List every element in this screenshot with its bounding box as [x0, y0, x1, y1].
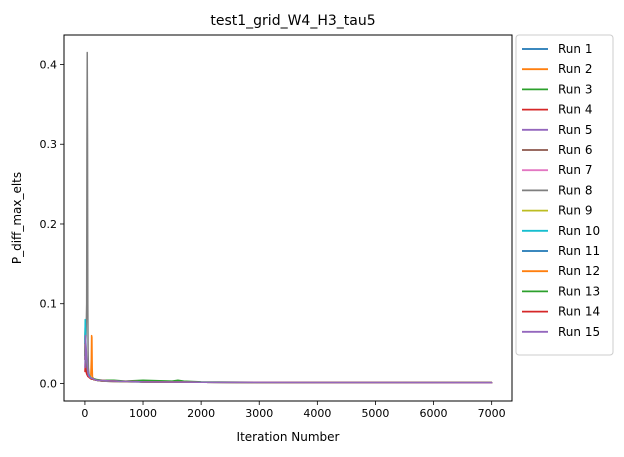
legend-label: Run 3	[558, 82, 592, 96]
x-tick-label: 2000	[187, 407, 215, 420]
legend-item-run-12: Run 12	[522, 264, 600, 278]
x-tick-label: 6000	[420, 407, 448, 420]
y-tick-label: 0.1	[40, 298, 58, 311]
legend-label: Run 11	[558, 244, 600, 258]
x-tick-label: 4000	[303, 407, 331, 420]
legend-item-run-2: Run 2	[522, 62, 592, 76]
series-layer	[84, 51, 493, 384]
plot-frame	[63, 34, 513, 402]
legend-item-run-9: Run 9	[522, 204, 592, 218]
legend-item-run-11: Run 11	[522, 244, 600, 258]
x-axis-label: Iteration Number	[237, 430, 340, 444]
legend-item-run-4: Run 4	[522, 103, 592, 117]
x-axis: 0 1000 2000 3000 4000 5000 6000 7000	[81, 401, 506, 420]
x-tick-label: 1000	[129, 407, 157, 420]
legend: Run 1 Run 2 Run 3 Run 4 Run 5 Run 6 Run 7 Run 8…	[515, 34, 614, 356]
y-tick-label: 0.4	[40, 59, 58, 72]
x-tick-label: 3000	[245, 407, 273, 420]
legend-item-run-6: Run 6	[522, 143, 592, 157]
y-axis-label: P_diff_max_elts	[10, 172, 24, 264]
x-tick-label: 0	[81, 407, 88, 420]
chart-title: test1_grid_W4_H3_tau5	[210, 13, 375, 29]
legend-label: Run 2	[558, 62, 592, 76]
legend-frame	[515, 34, 614, 356]
legend-label: Run 1	[558, 42, 592, 56]
legend-item-run-8: Run 8	[522, 183, 592, 197]
legend-label: Run 8	[558, 183, 592, 197]
y-axis: 0.0 0.1 0.2 0.3 0.4	[40, 59, 64, 390]
legend-label: Run 5	[558, 123, 592, 137]
legend-item-run-3: Run 3	[522, 82, 592, 96]
x-tick-label: 5000	[361, 407, 389, 420]
legend-item-run-7: Run 7	[522, 163, 592, 177]
y-tick-label: 0.0	[40, 377, 58, 390]
legend-label: Run 6	[558, 143, 592, 157]
legend-item-run-14: Run 14	[522, 305, 600, 319]
legend-item-run-1: Run 1	[522, 42, 592, 56]
legend-item-run-13: Run 13	[522, 284, 600, 298]
legend-label: Run 9	[558, 204, 592, 218]
y-tick-label: 0.3	[40, 138, 58, 151]
legend-item-run-10: Run 10	[522, 224, 600, 238]
legend-label: Run 15	[558, 325, 600, 339]
x-tick-label: 7000	[478, 407, 506, 420]
series-line-run-15	[84, 334, 493, 384]
legend-label: Run 4	[558, 103, 592, 117]
legend-label: Run 12	[558, 264, 600, 278]
legend-label: Run 13	[558, 284, 600, 298]
legend-item-run-15: Run 15	[522, 325, 600, 339]
y-tick-label: 0.2	[40, 218, 58, 231]
legend-label: Run 7	[558, 163, 592, 177]
legend-label: Run 14	[558, 305, 600, 319]
legend-item-run-5: Run 5	[522, 123, 592, 137]
legend-label: Run 10	[558, 224, 600, 238]
